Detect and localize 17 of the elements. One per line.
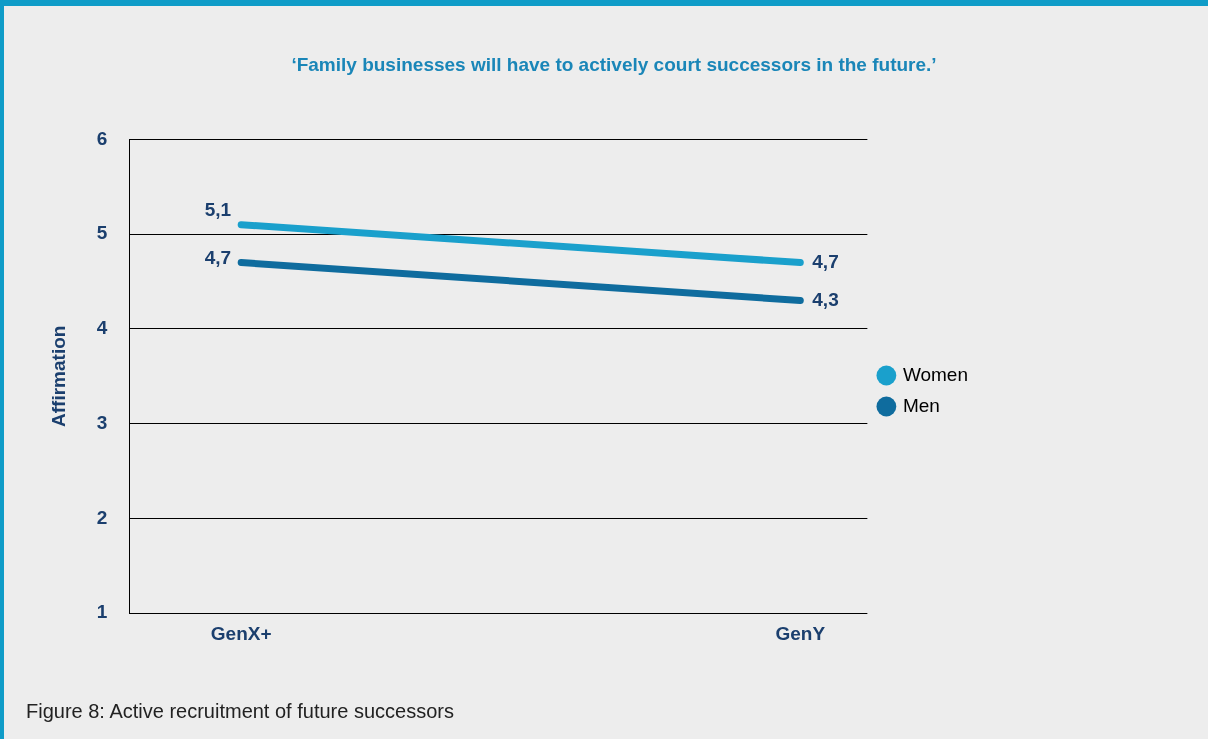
x-tick-label: GenY: [775, 622, 826, 644]
caption: Figure 8: Active recruitment of future successors: [26, 700, 454, 723]
data-label: 4,7: [812, 250, 839, 272]
y-axis-title: Affirmation: [47, 325, 69, 427]
y-tick-label: 6: [96, 127, 108, 149]
x-tick-label: GenX+: [210, 622, 272, 644]
data-label: 4,3: [812, 288, 839, 310]
y-tick-label: 2: [96, 506, 108, 528]
y-tick-label: 5: [96, 222, 108, 244]
chart-title: ‘Family businesses will have to actively court successors in the future.’: [290, 54, 938, 76]
legend-label: Men: [902, 394, 940, 416]
data-label: 4,7: [204, 246, 232, 268]
y-tick-label: 3: [96, 411, 108, 433]
legend-label: Women: [902, 363, 969, 385]
y-tick-label: 1: [96, 601, 108, 623]
data-label: 5,1: [204, 198, 232, 220]
y-tick-label: 4: [96, 317, 108, 339]
